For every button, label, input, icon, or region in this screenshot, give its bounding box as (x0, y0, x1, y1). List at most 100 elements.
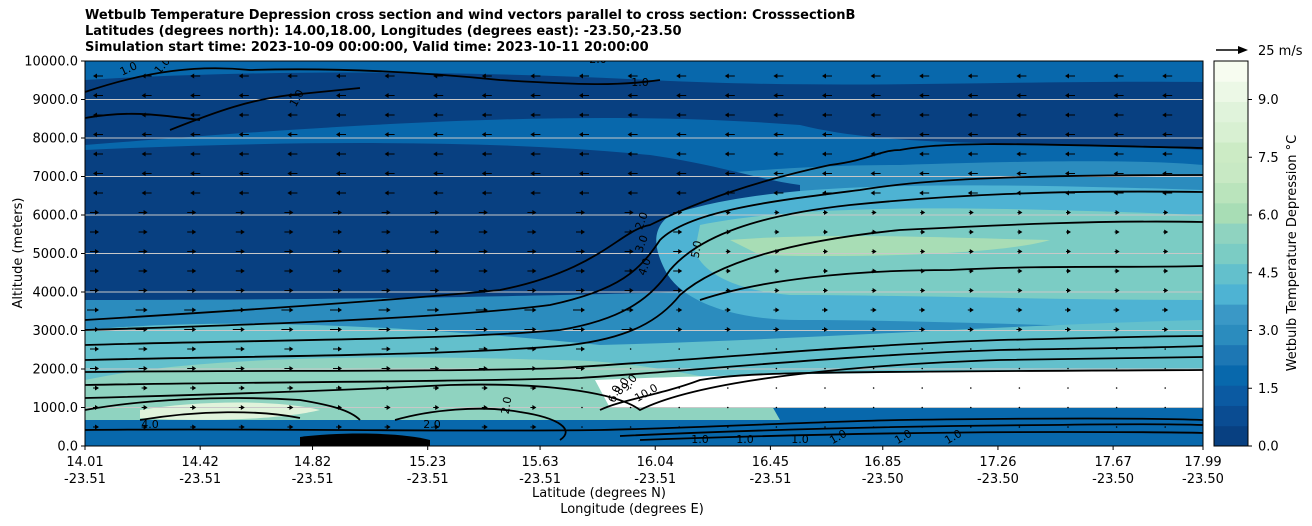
wind-vector-arrowhead-icon (676, 93, 681, 98)
wind-vector-dot-icon (775, 426, 778, 428)
wind-vector-arrowhead-icon (579, 112, 583, 118)
wind-vector-arrowhead-icon (384, 132, 389, 137)
wind-vector-arrowhead-icon (192, 385, 197, 391)
wind-vector-arrowhead-icon (190, 171, 195, 176)
wind-vector-arrowhead-icon (481, 151, 486, 157)
wind-vector-arrowhead-icon (1067, 268, 1071, 274)
wind-vector-arrowhead-icon (481, 112, 486, 118)
wind-vector-arrowhead-icon (530, 132, 535, 137)
wind-vector-arrowhead-icon (386, 249, 391, 254)
wind-vector-arrowhead-icon (822, 73, 826, 79)
contour-line (699, 265, 1203, 301)
wind-vector-arrowhead-icon (1113, 171, 1118, 176)
wind-vector-arrowhead-icon (1115, 327, 1120, 332)
wind-vector-arrowhead-icon (969, 268, 974, 274)
wind-vector-arrowhead-icon (483, 210, 488, 215)
wind-vector-arrowhead-icon (1067, 288, 1071, 293)
wind-vector-arrowhead-icon (192, 229, 197, 235)
x-tick-label-latitude: 14.01 (66, 455, 103, 470)
colorbar-tick-label: 0.0 (1258, 440, 1279, 455)
wind-vector-dot-icon (678, 348, 680, 350)
wind-vector-arrowhead-icon (433, 93, 438, 98)
wind-vector-arrowhead-icon (143, 366, 148, 371)
wind-vector-arrowhead-icon (287, 190, 292, 196)
y-tick-label: 9000.0 (33, 93, 79, 108)
x-tick-label-longitude: -23.50 (1182, 472, 1224, 487)
wind-vector-arrowhead-icon (872, 210, 877, 215)
wind-vector-arrowhead-icon (967, 112, 972, 118)
wind-vector-dot-icon (629, 426, 632, 428)
wind-vector-dot-icon (970, 348, 972, 350)
wind-vector-arrowhead-icon (386, 327, 391, 332)
wind-vector-arrowhead-icon (483, 268, 488, 274)
wind-vector-arrowhead-icon (870, 132, 875, 137)
wind-vector-arrowhead-icon (1164, 307, 1169, 313)
wind-vector-dot-icon (678, 406, 680, 409)
wind-vector-dot-icon (970, 367, 972, 370)
contour-label: 2.0 (589, 53, 607, 66)
wind-vector-arrowhead-icon (1162, 112, 1167, 118)
contour-label: 2.0 (499, 396, 515, 415)
wind-vector-arrowhead-icon (532, 366, 537, 371)
wind-vector-dot-icon (921, 426, 923, 428)
y-tick-label: 0.0 (57, 440, 78, 455)
wind-vector-arrowhead-icon (870, 73, 875, 79)
wind-vector-arrowhead-icon (433, 132, 438, 137)
wind-vector-arrowhead-icon (1065, 73, 1069, 79)
wind-vector-arrowhead-icon (581, 366, 585, 371)
wind-vector-arrowhead-icon (1018, 307, 1023, 313)
wind-vector-arrowhead-icon (919, 171, 924, 176)
wind-vector-arrowhead-icon (338, 405, 342, 410)
colorbar-band (1214, 344, 1248, 366)
contour-label: 1.0 (942, 427, 964, 447)
wind-vector-dot-icon (872, 426, 875, 428)
wind-vector-arrowhead-icon (192, 288, 197, 293)
wind-vector-dot-icon (1067, 406, 1069, 409)
wind-vector-arrowhead-icon (238, 190, 243, 196)
wind-vector-arrowhead-icon (532, 229, 537, 235)
wind-vector-arrowhead-icon (1016, 73, 1021, 79)
wind-vector-arrowhead-icon (726, 327, 731, 332)
wind-vector-arrowhead-icon (386, 366, 391, 371)
wind-vector-arrowhead-icon (921, 327, 926, 332)
wind-vector-arrowhead-icon (581, 249, 585, 254)
colorbar-tick-label: 7.5 (1258, 151, 1279, 166)
wind-vector-arrowhead-icon (1067, 210, 1071, 215)
wind-vector-arrowhead-icon (1065, 93, 1069, 98)
wind-vector-dot-icon (1018, 406, 1021, 409)
wind-vector-arrowhead-icon (289, 424, 294, 430)
wind-vector-arrowhead-icon (1018, 210, 1023, 215)
wind-vector-arrowhead-icon (289, 405, 294, 410)
wind-vector-arrowhead-icon (481, 93, 486, 98)
wind-vector-arrowhead-icon (95, 307, 99, 313)
wind-vector-arrowhead-icon (969, 210, 974, 215)
colorbar-tick-label: 1.5 (1258, 382, 1279, 397)
wind-vector-arrowhead-icon (724, 171, 729, 176)
wind-vector-arrowhead-icon (143, 268, 148, 274)
wind-vector-arrowhead-icon (967, 93, 972, 98)
wind-vector-arrowhead-icon (338, 366, 342, 371)
x-tick-label-latitude: 16.04 (637, 455, 674, 470)
wind-vector-dot-icon (1018, 367, 1021, 370)
wind-vector-arrowhead-icon (483, 424, 488, 430)
wind-vector-arrowhead-icon (190, 112, 195, 118)
wind-vector-arrowhead-icon (773, 171, 778, 176)
wind-vector-arrowhead-icon (238, 171, 243, 176)
wind-vector-arrowhead-icon (141, 132, 146, 137)
contour-label: 4.0 (141, 418, 159, 431)
wind-vector-arrowhead-icon (435, 249, 440, 254)
wind-vector-dot-icon (970, 426, 972, 428)
wind-vector-arrowhead-icon (386, 307, 391, 313)
wind-vector-arrowhead-icon (581, 210, 585, 215)
contour-label: 1.0 (827, 427, 849, 447)
chart-title-line-1: Wetbulb Temperature Depression cross sec… (85, 8, 856, 23)
y-tick-label: 7000.0 (33, 170, 79, 185)
contour-label: 2.0 (423, 418, 441, 431)
contour-label: 1.0 (791, 433, 809, 446)
wind-vector-arrowhead-icon (433, 190, 438, 196)
wind-vector-arrowhead-icon (435, 307, 440, 313)
contour-label: 1.0 (631, 76, 649, 89)
wind-vector-arrowhead-icon (724, 190, 729, 196)
wind-vector-arrowhead-icon (1162, 132, 1167, 137)
wind-vector-arrowhead-icon (627, 73, 632, 79)
